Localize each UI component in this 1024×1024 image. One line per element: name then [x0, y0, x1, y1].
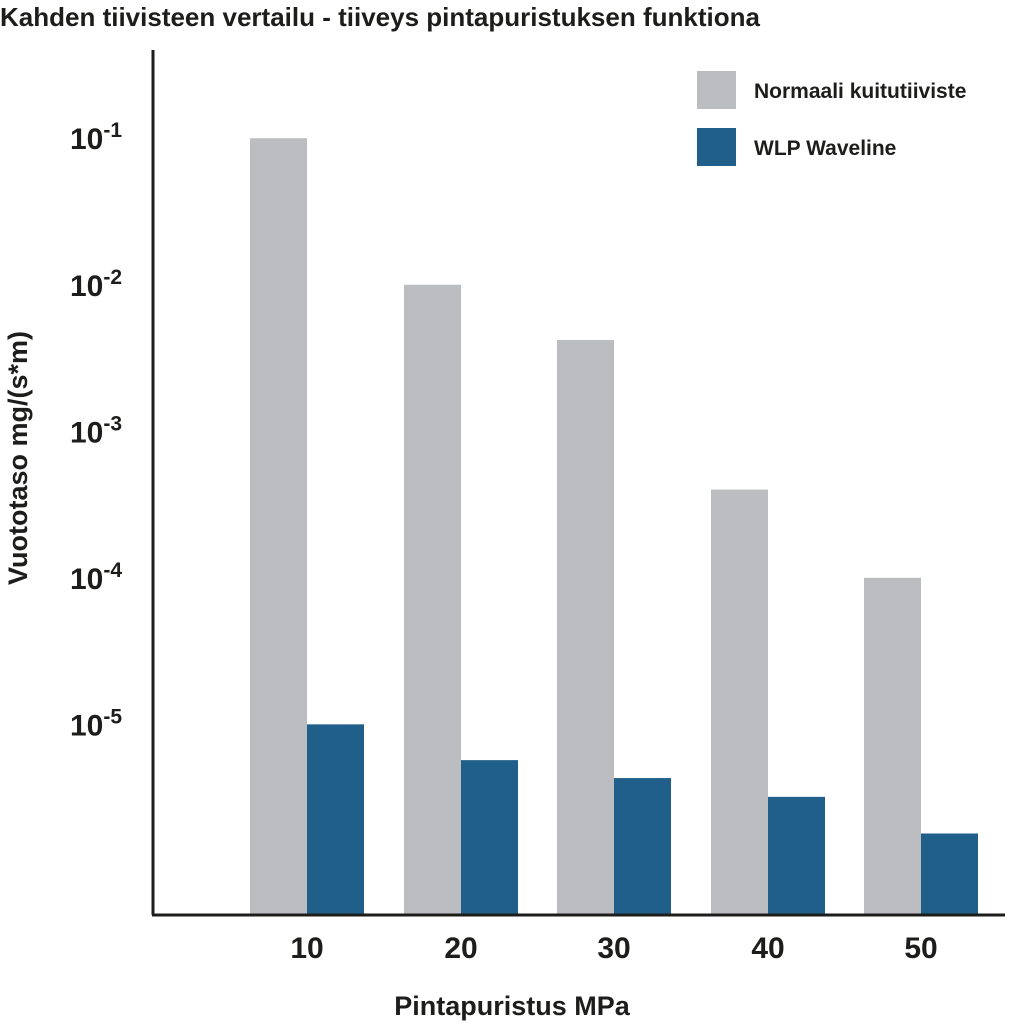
x-tick-label-20: 20 — [444, 932, 477, 965]
bar-series2-20 — [461, 760, 518, 915]
y-tick-label-minus2: 10-2 — [70, 266, 122, 303]
y-tick-label-minus5: 10-5 — [70, 705, 122, 742]
bar-series2-40 — [768, 796, 825, 915]
legend-label-1: Normaali kuitutiiviste — [754, 80, 966, 103]
bar-series2-10 — [307, 724, 364, 915]
y-tick-label-minus4: 10-4 — [70, 559, 122, 596]
y-axis-label: Vuototaso mg/(s*m) — [3, 331, 33, 585]
x-axis-label: Pintapuristus MPa — [394, 991, 631, 1021]
bar-series1-10 — [250, 138, 307, 915]
legend-swatch-1 — [697, 71, 736, 109]
bar-series2-50 — [921, 833, 978, 915]
x-tick-labels: 10 20 30 40 50 — [290, 932, 937, 965]
bar-series1-40 — [711, 489, 768, 915]
x-tick-label-40: 40 — [751, 932, 784, 965]
legend-swatch-2 — [697, 128, 736, 166]
bar-series1-30 — [557, 339, 614, 915]
chart-title: Kahden tiivisteen vertailu - tiiveys pin… — [0, 2, 760, 32]
bar-series1-50 — [864, 577, 921, 915]
y-tick-label-minus1: 10-1 — [70, 119, 122, 156]
x-tick-label-10: 10 — [290, 932, 323, 965]
x-tick-label-30: 30 — [597, 932, 630, 965]
legend-label-2: WLP Waveline — [754, 137, 896, 160]
bar-series1-20 — [404, 284, 461, 915]
y-tick-label-minus3: 10-3 — [70, 412, 122, 449]
x-tick-label-50: 50 — [904, 932, 937, 965]
bar-series2-30 — [614, 778, 671, 915]
y-tick-labels: 10-1 10-2 10-3 10-4 10-5 — [70, 119, 122, 742]
bars-layer — [250, 138, 978, 915]
legend: Normaali kuitutiiviste WLP Waveline — [697, 71, 966, 166]
